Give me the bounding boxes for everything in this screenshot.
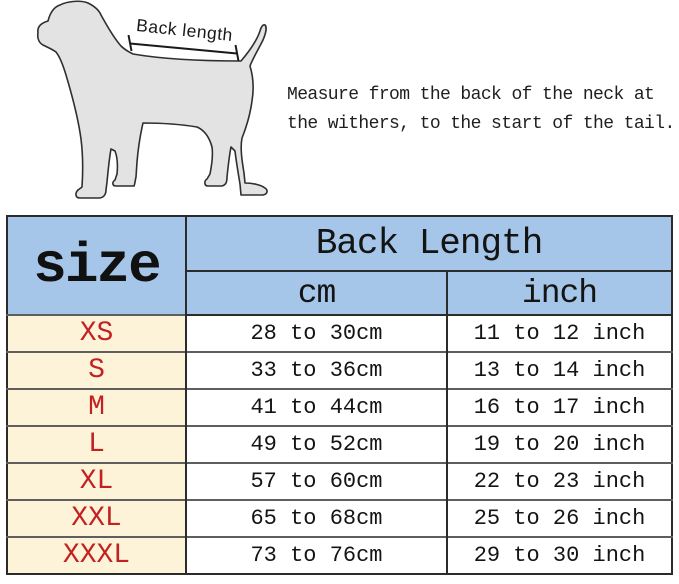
size-cell: M xyxy=(7,388,186,426)
size-cell: S xyxy=(7,351,186,389)
table-row-xxl: XXL 65 to 68cm 25 to 26 inch xyxy=(7,499,673,537)
instruction-line-2: the withers, to the start of the tail. xyxy=(287,114,675,134)
back-length-measure xyxy=(127,34,240,62)
dog-diagram: Back length xyxy=(36,0,268,199)
measurement-instruction: Measure from the back of the neck at the… xyxy=(287,81,675,139)
measure-tick-left xyxy=(127,34,133,52)
table-header-row-units: cm inch xyxy=(7,271,673,316)
inch-value-cell: 22 to 23 inch xyxy=(445,462,673,500)
inch-value-cell: 29 to 30 inch xyxy=(445,536,673,574)
dog-silhouette xyxy=(36,0,268,199)
inch-column-header: inch xyxy=(445,271,673,316)
size-cell: L xyxy=(7,425,186,463)
table-row-xxxl: XXXL 73 to 76cm 29 to 30 inch xyxy=(7,536,673,574)
table-row-s: S 33 to 36cm 13 to 14 inch xyxy=(7,351,673,389)
inch-value-cell: 19 to 20 inch xyxy=(445,425,673,463)
measure-line xyxy=(129,42,238,55)
size-cell: XS xyxy=(7,314,186,352)
table-row-xl: XL 57 to 60cm 22 to 23 inch xyxy=(7,462,673,500)
size-table: size Back Length cm inch XS 28 to 30cm 1… xyxy=(6,215,674,575)
size-cell: XL xyxy=(7,462,186,500)
back-length-label: Back length xyxy=(135,15,234,45)
cm-value-cell: 73 to 76cm xyxy=(185,536,447,574)
size-cell: XXXL xyxy=(7,536,186,574)
cm-value-cell: 49 to 52cm xyxy=(185,425,447,463)
cm-value-cell: 65 to 68cm xyxy=(185,499,447,537)
cm-value-cell: 57 to 60cm xyxy=(185,462,447,500)
table-row-xs: XS 28 to 30cm 11 to 12 inch xyxy=(7,314,673,352)
cm-value-cell: 33 to 36cm xyxy=(185,351,447,389)
inch-value-cell: 13 to 14 inch xyxy=(445,351,673,389)
size-cell: XXL xyxy=(7,499,186,537)
instruction-line-1: Measure from the back of the neck at xyxy=(287,85,655,105)
inch-value-cell: 25 to 26 inch xyxy=(445,499,673,537)
cm-value-cell: 41 to 44cm xyxy=(185,388,447,426)
cm-value-cell: 28 to 30cm xyxy=(185,314,447,352)
inch-value-cell: 11 to 12 inch xyxy=(445,314,673,352)
cm-column-header: cm xyxy=(185,271,447,316)
size-column-header: size xyxy=(7,216,186,315)
measure-tick-right xyxy=(234,44,240,62)
back-length-header: Back Length xyxy=(184,216,673,272)
table-row-m: M 41 to 44cm 16 to 17 inch xyxy=(7,388,673,426)
table-row-l: L 49 to 52cm 19 to 20 inch xyxy=(7,425,673,463)
inch-value-cell: 16 to 17 inch xyxy=(445,388,673,426)
table-header-row-group: size Back Length xyxy=(7,216,673,315)
